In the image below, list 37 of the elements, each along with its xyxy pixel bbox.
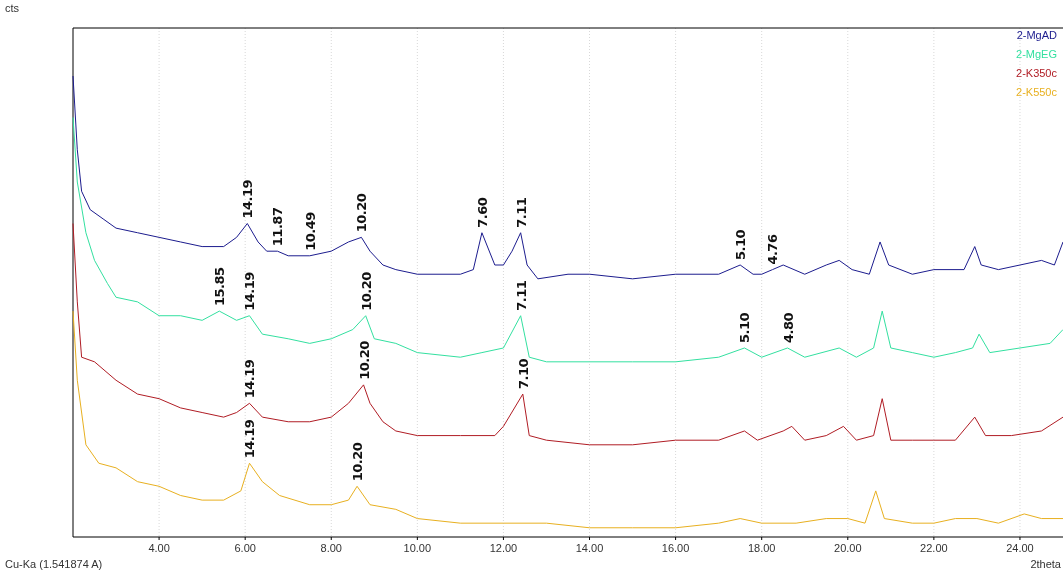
x-tick-label: 10.00 <box>403 542 432 554</box>
x-tick-label: 4.00 <box>148 542 170 554</box>
annotation: 7.11 <box>513 197 529 228</box>
annotation: 15.85 <box>212 267 228 307</box>
annotation: 10.49 <box>302 211 318 251</box>
x-tick-label: 18.00 <box>747 542 776 554</box>
x-tick-label: 6.00 <box>234 542 256 554</box>
annotation: 14.19 <box>242 271 258 311</box>
annotation: 14.19 <box>242 419 258 459</box>
x-tick-label: 8.00 <box>320 542 342 554</box>
annotation: 10.20 <box>354 193 370 233</box>
annotation: 10.20 <box>350 442 366 482</box>
annotation: 11.87 <box>270 207 286 247</box>
text: 2-K350c <box>1016 67 1058 79</box>
text: 2-MgEG <box>1016 48 1057 60</box>
x-tick-label: 24.00 <box>1006 542 1034 554</box>
x-axis-title: 2theta <box>1030 558 1062 570</box>
text: 2-MgAD <box>1016 29 1058 41</box>
annotation: 5.10 <box>737 312 753 343</box>
text: 2-K550c <box>1016 86 1058 98</box>
annotation: 14.19 <box>242 359 258 399</box>
x-tick-label: 12.00 <box>489 542 518 554</box>
annotation: 5.10 <box>733 229 749 261</box>
text: cts <box>5 2 20 14</box>
x-tick-label: 20.00 <box>834 542 862 554</box>
annotation: 14.19 <box>240 179 256 219</box>
annotation: 7.11 <box>513 280 529 311</box>
x-tick-label: 16.00 <box>661 542 690 554</box>
annotation: 7.60 <box>474 197 490 228</box>
x-tick-label: 22.00 <box>920 542 948 554</box>
annotation: 4.76 <box>765 234 781 265</box>
annotation: 7.10 <box>515 358 531 390</box>
x-tick-label: 14.00 <box>575 542 604 554</box>
annotation: 10.20 <box>356 340 372 380</box>
text: Cu-Ka (1.541874 A) <box>5 558 103 570</box>
annotation: 10.20 <box>358 271 374 311</box>
annotation: 4.80 <box>780 312 796 343</box>
